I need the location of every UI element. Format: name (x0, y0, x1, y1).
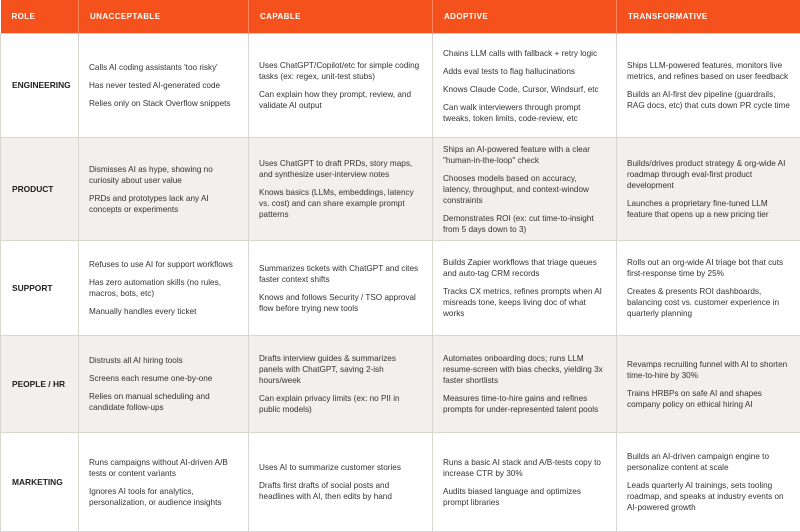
criterion-text: Manually handles every ticket (89, 306, 238, 317)
criterion-text: Uses ChatGPT to draft PRDs, story maps, … (259, 158, 422, 180)
criterion-text: Leads quarterly AI trainings, sets tooli… (627, 480, 790, 513)
column-header-role: ROLE (1, 0, 79, 34)
criterion-text: Chooses models based on accuracy, latenc… (443, 173, 606, 206)
criterion-text: PRDs and prototypes lack any AI concepts… (89, 193, 238, 215)
criterion-text: Has zero automation skills (no rules, ma… (89, 277, 238, 299)
criterion-text: Audits biased language and optimizes pro… (443, 486, 606, 508)
level-cell: Chains LLM calls with fallback + retry l… (433, 34, 617, 138)
criterion-text: Uses ChatGPT/Copilot/etc for simple codi… (259, 60, 422, 82)
criterion-text: Chains LLM calls with fallback + retry l… (443, 48, 606, 59)
level-cell: Drafts interview guides & summarizes pan… (249, 336, 433, 433)
level-cell: Uses ChatGPT/Copilot/etc for simple codi… (249, 34, 433, 138)
level-cell: Automates onboarding docs; runs LLM resu… (433, 336, 617, 433)
criterion-text: Tracks CX metrics, refines prompts when … (443, 286, 606, 319)
criterion-text: Trains HRBPs on safe AI and shapes compa… (627, 388, 790, 410)
level-cell: Uses ChatGPT to draft PRDs, story maps, … (249, 138, 433, 241)
criterion-text: Measures time-to-hire gains and refines … (443, 393, 606, 415)
criterion-text: Knows basics (LLMs, embeddings, latency … (259, 187, 422, 220)
role-label: PEOPLE / HR (1, 336, 79, 433)
level-cell: Builds an AI-driven campaign engine to p… (617, 433, 800, 532)
level-cell: Runs campaigns without AI-driven A/B tes… (79, 433, 249, 532)
criterion-text: Drafts first drafts of social posts and … (259, 480, 422, 502)
level-cell: Ships LLM-powered features, monitors liv… (617, 34, 800, 138)
role-label: ENGINEERING (1, 34, 79, 138)
column-header-transformative: TRANSFORMATIVE (617, 0, 800, 34)
criterion-text: Can explain how they prompt, review, and… (259, 89, 422, 111)
criterion-text: Automates onboarding docs; runs LLM resu… (443, 353, 606, 386)
criterion-text: Knows Claude Code, Cursor, Windsurf, etc (443, 84, 606, 95)
criterion-text: Runs a basic AI stack and A/B-tests copy… (443, 457, 606, 479)
criterion-text: Ships an AI-powered feature with a clear… (443, 144, 606, 166)
criterion-text: Rolls out an org-wide AI triage bot that… (627, 257, 790, 279)
criterion-text: Refuses to use AI for support workflows (89, 259, 238, 270)
level-cell: Summarizes tickets with ChatGPT and cite… (249, 241, 433, 336)
level-cell: Refuses to use AI for support workflows H… (79, 241, 249, 336)
criterion-text: Summarizes tickets with ChatGPT and cite… (259, 263, 422, 285)
criterion-text: Distrusts all AI hiring tools (89, 355, 238, 366)
criterion-text: Demonstrates ROI (ex: cut time-to-insigh… (443, 213, 606, 235)
criterion-text: Creates & presents ROI dashboards, balan… (627, 286, 790, 319)
criterion-text: Can walk interviewers through prompt twe… (443, 102, 606, 124)
criterion-text: Calls AI coding assistants 'too risky' (89, 62, 238, 73)
criterion-text: Runs campaigns without AI-driven A/B tes… (89, 457, 238, 479)
level-cell: Ships an AI-powered feature with a clear… (433, 138, 617, 241)
criterion-text: Relies on manual scheduling and candidat… (89, 391, 238, 413)
criterion-text: Has never tested AI-generated code (89, 80, 238, 91)
role-label: PRODUCT (1, 138, 79, 241)
criterion-text: Builds an AI-driven campaign engine to p… (627, 451, 790, 473)
level-cell: Calls AI coding assistants 'too risky' Ha… (79, 34, 249, 138)
level-cell: Runs a basic AI stack and A/B-tests copy… (433, 433, 617, 532)
criterion-text: Can explain privacy limits (ex: no PII i… (259, 393, 422, 415)
role-label: SUPPORT (1, 241, 79, 336)
criterion-text: Uses AI to summarize customer stories (259, 462, 422, 473)
role-label: MARKETING (1, 433, 79, 532)
column-header-unacceptable: UNACCEPTABLE (79, 0, 249, 34)
table-row: PRODUCT Dismisses AI as hype, showing no … (1, 138, 800, 241)
level-cell: Builds/drives product strategy & org-wid… (617, 138, 800, 241)
column-header-capable: CAPABLE (249, 0, 433, 34)
criterion-text: Builds Zapier workflows that triage queu… (443, 257, 606, 279)
level-cell: Distrusts all AI hiring tools Screens eac… (79, 336, 249, 433)
criterion-text: Adds eval tests to flag hallucinations (443, 66, 606, 77)
level-cell: Builds Zapier workflows that triage queu… (433, 241, 617, 336)
criterion-text: Drafts interview guides & summarizes pan… (259, 353, 422, 386)
level-cell: Dismisses AI as hype, showing no curiosi… (79, 138, 249, 241)
criterion-text: Builds an AI-first dev pipeline (guardra… (627, 89, 790, 111)
criterion-text: Launches a proprietary fine-tuned LLM fe… (627, 198, 790, 220)
criterion-text: Relies only on Stack Overflow snippets (89, 98, 238, 109)
criterion-text: Screens each resume one-by-one (89, 373, 238, 384)
criterion-text: Revamps recruiting funnel with AI to sho… (627, 359, 790, 381)
criterion-text: Ignores AI tools for analytics, personal… (89, 486, 238, 508)
criterion-text: Knows and follows Security / TSO approva… (259, 292, 422, 314)
criterion-text: Ships LLM-powered features, monitors liv… (627, 60, 790, 82)
level-cell: Uses AI to summarize customer stories Dra… (249, 433, 433, 532)
table-row: MARKETING Runs campaigns without AI-drive… (1, 433, 800, 532)
criterion-text: Builds/drives product strategy & org-wid… (627, 158, 790, 191)
level-cell: Revamps recruiting funnel with AI to sho… (617, 336, 800, 433)
criterion-text: Dismisses AI as hype, showing no curiosi… (89, 164, 238, 186)
level-cell: Rolls out an org-wide AI triage bot that… (617, 241, 800, 336)
column-header-adoptive: ADOPTIVE (433, 0, 617, 34)
